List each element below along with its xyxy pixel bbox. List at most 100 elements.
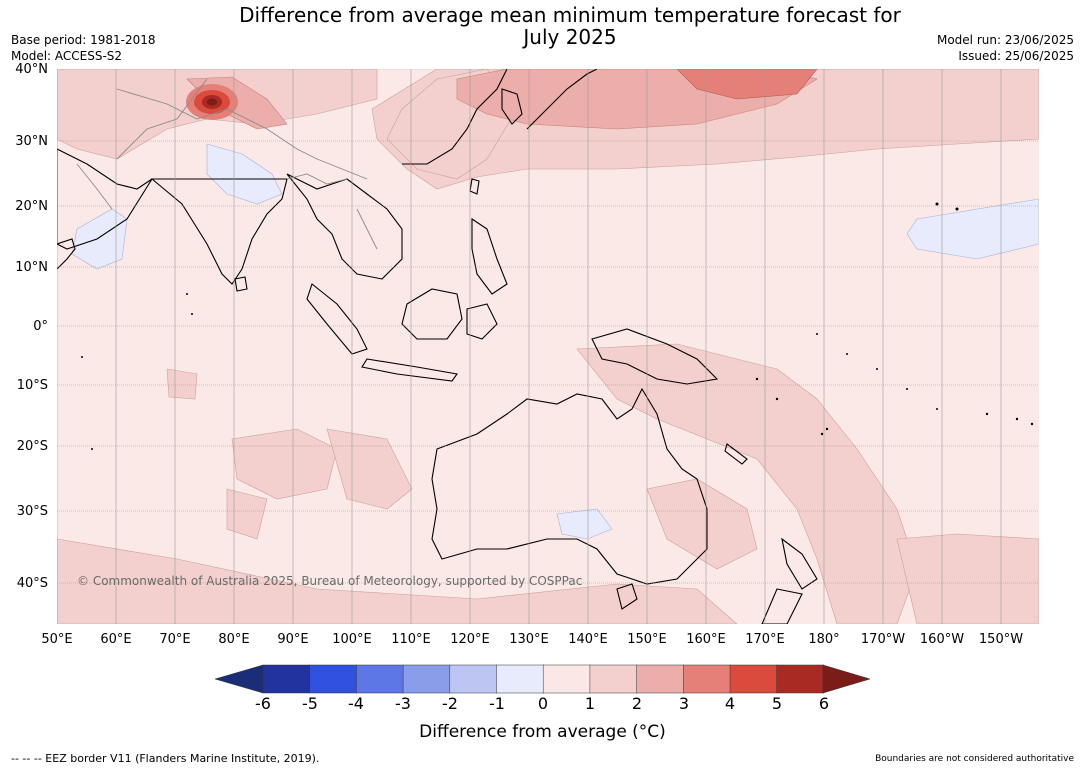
colorbar-cell xyxy=(262,664,311,694)
island-dot xyxy=(820,432,824,436)
colorbar-tick-label: 4 xyxy=(724,694,736,713)
colorbar xyxy=(215,664,870,694)
himalaya-hotspot xyxy=(186,84,238,120)
lon-label: 120°E xyxy=(450,632,490,647)
model-name: Model: ACCESS-S2 xyxy=(11,49,123,63)
colorbar-tick-label: -1 xyxy=(489,694,505,713)
island-dot xyxy=(935,202,939,206)
japan-coast xyxy=(526,68,598,130)
colorbar-tick-label: 0 xyxy=(537,694,549,713)
island-dot xyxy=(775,397,779,401)
new-caledonia-coast xyxy=(724,443,748,465)
lon-label: 150°E xyxy=(627,632,667,647)
lon-label: 70°E xyxy=(159,632,191,647)
lon-label: 100°E xyxy=(332,632,372,647)
colorbar-cell xyxy=(402,664,451,694)
lon-label: 110°E xyxy=(391,632,431,647)
coastlines xyxy=(56,68,818,625)
border-path xyxy=(356,208,378,250)
island-dot xyxy=(1030,422,1034,426)
africa-coast xyxy=(56,238,76,270)
colorbar-tick-label: 6 xyxy=(818,694,830,713)
island-dot xyxy=(755,377,759,381)
colorbar-cell xyxy=(683,664,731,694)
india-cool-region xyxy=(206,143,283,205)
lon-label: 170°W xyxy=(860,632,906,647)
china-coast xyxy=(402,68,508,165)
eez-border-legend: -- -- -- EEZ border V11 (Flanders Marine… xyxy=(11,752,320,765)
colorbar-overflow-triangle xyxy=(822,664,870,694)
meta-left: Base period: 1981-2018 Model: ACCESS-S2 xyxy=(11,32,156,64)
border-path xyxy=(116,78,208,160)
island-dot xyxy=(816,333,818,335)
lat-label: 30°S xyxy=(16,504,48,519)
south-indian-blob xyxy=(231,428,338,500)
lon-label: 140°E xyxy=(568,632,608,647)
lat-label: 20°S xyxy=(16,439,48,454)
colorbar-tick-label: -6 xyxy=(255,694,271,713)
island-dot xyxy=(985,412,989,416)
island-dot xyxy=(1015,417,1019,421)
colorbar-tick-label: -4 xyxy=(348,694,364,713)
colorbar-cell xyxy=(776,664,825,694)
map-title: Difference from average mean minimum tem… xyxy=(239,3,901,49)
colorbar-tick-label: 1 xyxy=(584,694,596,713)
lat-label: 0° xyxy=(33,319,48,334)
southwest-patch xyxy=(226,488,268,540)
colorbar-cell xyxy=(496,664,544,694)
borneo-coast xyxy=(401,288,463,340)
base-period: Base period: 1981-2018 xyxy=(11,33,156,47)
korea-coast xyxy=(501,88,523,125)
colorbar-label: Difference from average (°C) xyxy=(419,722,666,742)
lon-label: 50°E xyxy=(41,632,73,647)
india-coast xyxy=(150,178,288,285)
java-coast xyxy=(361,358,458,382)
tasmania-coast xyxy=(616,583,638,610)
arabia-coast xyxy=(56,148,153,250)
island-dot xyxy=(906,388,908,390)
colorbar-cell xyxy=(309,664,358,694)
colorbar-tick-label: -5 xyxy=(302,694,318,713)
new-zealand-north xyxy=(781,537,818,590)
colorbar-cell xyxy=(542,664,591,694)
model-run: Model run: 23/06/2025 xyxy=(936,33,1074,47)
border-path xyxy=(76,163,113,210)
colorbar-cell xyxy=(729,664,778,694)
island-dot xyxy=(846,353,848,355)
colorbar-tick-label: -2 xyxy=(442,694,458,713)
colorbar-cell xyxy=(589,664,638,694)
lat-label: 40°S xyxy=(16,576,48,591)
map-canvas xyxy=(56,68,1040,625)
taiwan-coast xyxy=(469,178,480,195)
island-dot xyxy=(876,368,878,370)
colorbar-cell xyxy=(356,664,404,694)
lon-label: 90°E xyxy=(277,632,309,647)
island-dot xyxy=(825,427,829,431)
pacific-islands xyxy=(81,202,1034,450)
sri-lanka-coast xyxy=(234,276,248,292)
philippines-coast xyxy=(471,217,508,295)
colorbar-underflow-triangle xyxy=(215,664,264,694)
border-path xyxy=(116,88,368,180)
west-coast-blob xyxy=(166,368,198,400)
boundaries-disclaimer: Boundaries are not considered authoritat… xyxy=(875,754,1074,764)
island-dot xyxy=(191,313,193,315)
colorbar-cells xyxy=(262,664,825,694)
south-patch xyxy=(326,428,413,510)
australia-coast xyxy=(431,387,708,585)
colorbar-tick-label: 3 xyxy=(678,694,690,713)
issued-date: Issued: 25/06/2025 xyxy=(958,49,1074,63)
anomaly-neg1-0-regions xyxy=(71,143,1040,540)
lat-label: 10°S xyxy=(16,378,48,393)
australia-cool xyxy=(556,508,613,540)
southeast-band xyxy=(896,533,1040,625)
island-dot xyxy=(186,293,188,295)
indochina-coast xyxy=(286,173,403,280)
colorbar-tick-label: 2 xyxy=(631,694,643,713)
lon-label: 160°E xyxy=(686,632,726,647)
lon-label: 150°W xyxy=(978,632,1024,647)
lon-label: 60°E xyxy=(100,632,132,647)
lon-label: 170°E xyxy=(745,632,785,647)
lon-label: 80°E xyxy=(218,632,250,647)
copyright-notice: © Commonwealth of Australia 2025, Bureau… xyxy=(77,574,583,588)
